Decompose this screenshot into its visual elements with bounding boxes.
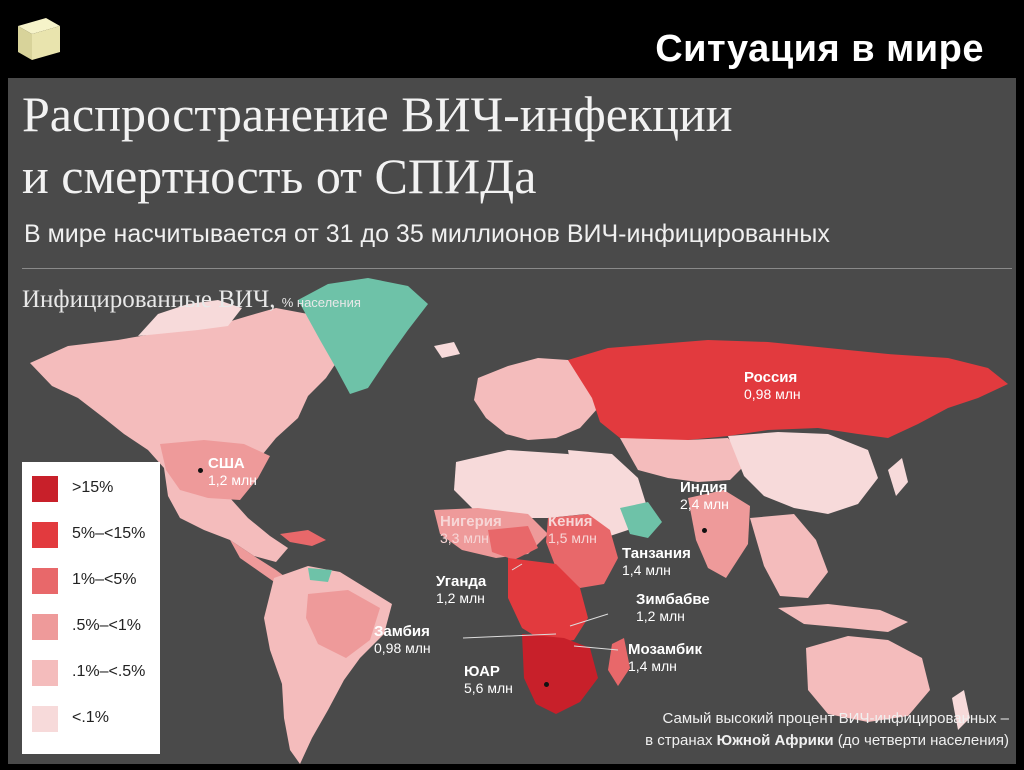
legend-swatch [32,476,58,502]
central-africa [508,558,588,644]
label-uganda: Уганда 1,2 млн [436,573,487,607]
canada-arctic [138,300,242,336]
heading-line-2: и смертность от СПИДа [22,148,537,204]
legend-item: 5%–<15% [32,522,158,550]
legend-item: .5%–<1% [32,614,158,642]
label-nigeria: Нигерия 3,3 млн [440,513,502,547]
indonesia [778,604,908,632]
slide-header: Ситуация в мире [0,0,1024,78]
greenland [298,278,428,394]
nigeria [488,526,538,560]
australia [806,636,930,722]
legend-swatch [32,660,58,686]
new-zealand [952,690,970,730]
label-zambia: Замбия 0,98 млн [374,623,431,657]
label-russia: Россия 0,98 млн [744,369,801,403]
southeast-asia [750,514,828,598]
southern-africa [522,634,598,714]
legend-label: .1%–<.5% [72,663,146,680]
legend-swatch [32,522,58,548]
legend-label: >15% [72,479,114,496]
label-india: Индия 2,4 млн [680,479,729,513]
north-africa [454,450,608,518]
india [688,490,750,578]
footnote: Самый высокий процент ВИЧ-инфицированных… [645,710,1009,749]
russia [568,340,1008,442]
europe [474,358,598,440]
legend-title-unit: % населения [281,295,361,310]
usa-region [160,440,270,500]
heading-line-1: Распространение ВИЧ-инфекции [22,86,733,142]
legend-title: Инфицированные ВИЧ, % населения [22,286,361,313]
legend-label: 5%–<15% [72,525,146,542]
divider [22,268,1012,269]
legend-swatch [32,614,58,640]
label-mozambique: Мозамбик 1,4 млн [628,641,702,675]
subtitle: В мире насчитывается от 31 до 35 миллион… [24,220,830,248]
iceland [434,342,460,358]
central-asia [620,438,748,482]
north-america-region [30,308,338,562]
east-africa [546,514,618,588]
legend-item: .1%–<.5% [32,660,158,688]
caribbean [280,530,326,546]
label-south-africa: ЮАР 5,6 млн [464,663,513,697]
label-usa: США 1,2 млн [208,455,257,489]
label-tanzania: Танзания 1,4 млн [622,545,691,579]
dot-usa [198,468,203,473]
japan [888,458,908,496]
dot-south-africa [544,682,549,687]
slide-title: Ситуация в мире [655,28,984,70]
legend-item: >15% [32,476,158,504]
label-kenya: Кения 1,5 млн [548,513,597,547]
brazil [306,590,380,658]
infographic-panel: Распространение ВИЧ-инфекции и смертност… [8,78,1016,764]
legend-label: .5%–<1% [72,617,141,634]
legend-swatch [32,568,58,594]
legend-item: <.1% [32,706,158,734]
label-zimbabwe: Зимбабве 1,2 млн [636,591,710,625]
legend-label: 1%–<5% [72,571,137,588]
madagascar [608,638,630,686]
arabia-green [620,502,662,538]
legend: >15% 5%–<15% 1%–<5% .5%–<1% .1%–<.5% <.1… [22,462,160,754]
central-america [230,540,292,586]
world-map [30,278,1008,764]
cube-icon [18,18,60,60]
legend-swatch [32,706,58,732]
dot-india [702,528,707,533]
legend-label: <.1% [72,709,109,726]
china [728,432,878,514]
legend-item: 1%–<5% [32,568,158,596]
guyana [308,568,332,582]
